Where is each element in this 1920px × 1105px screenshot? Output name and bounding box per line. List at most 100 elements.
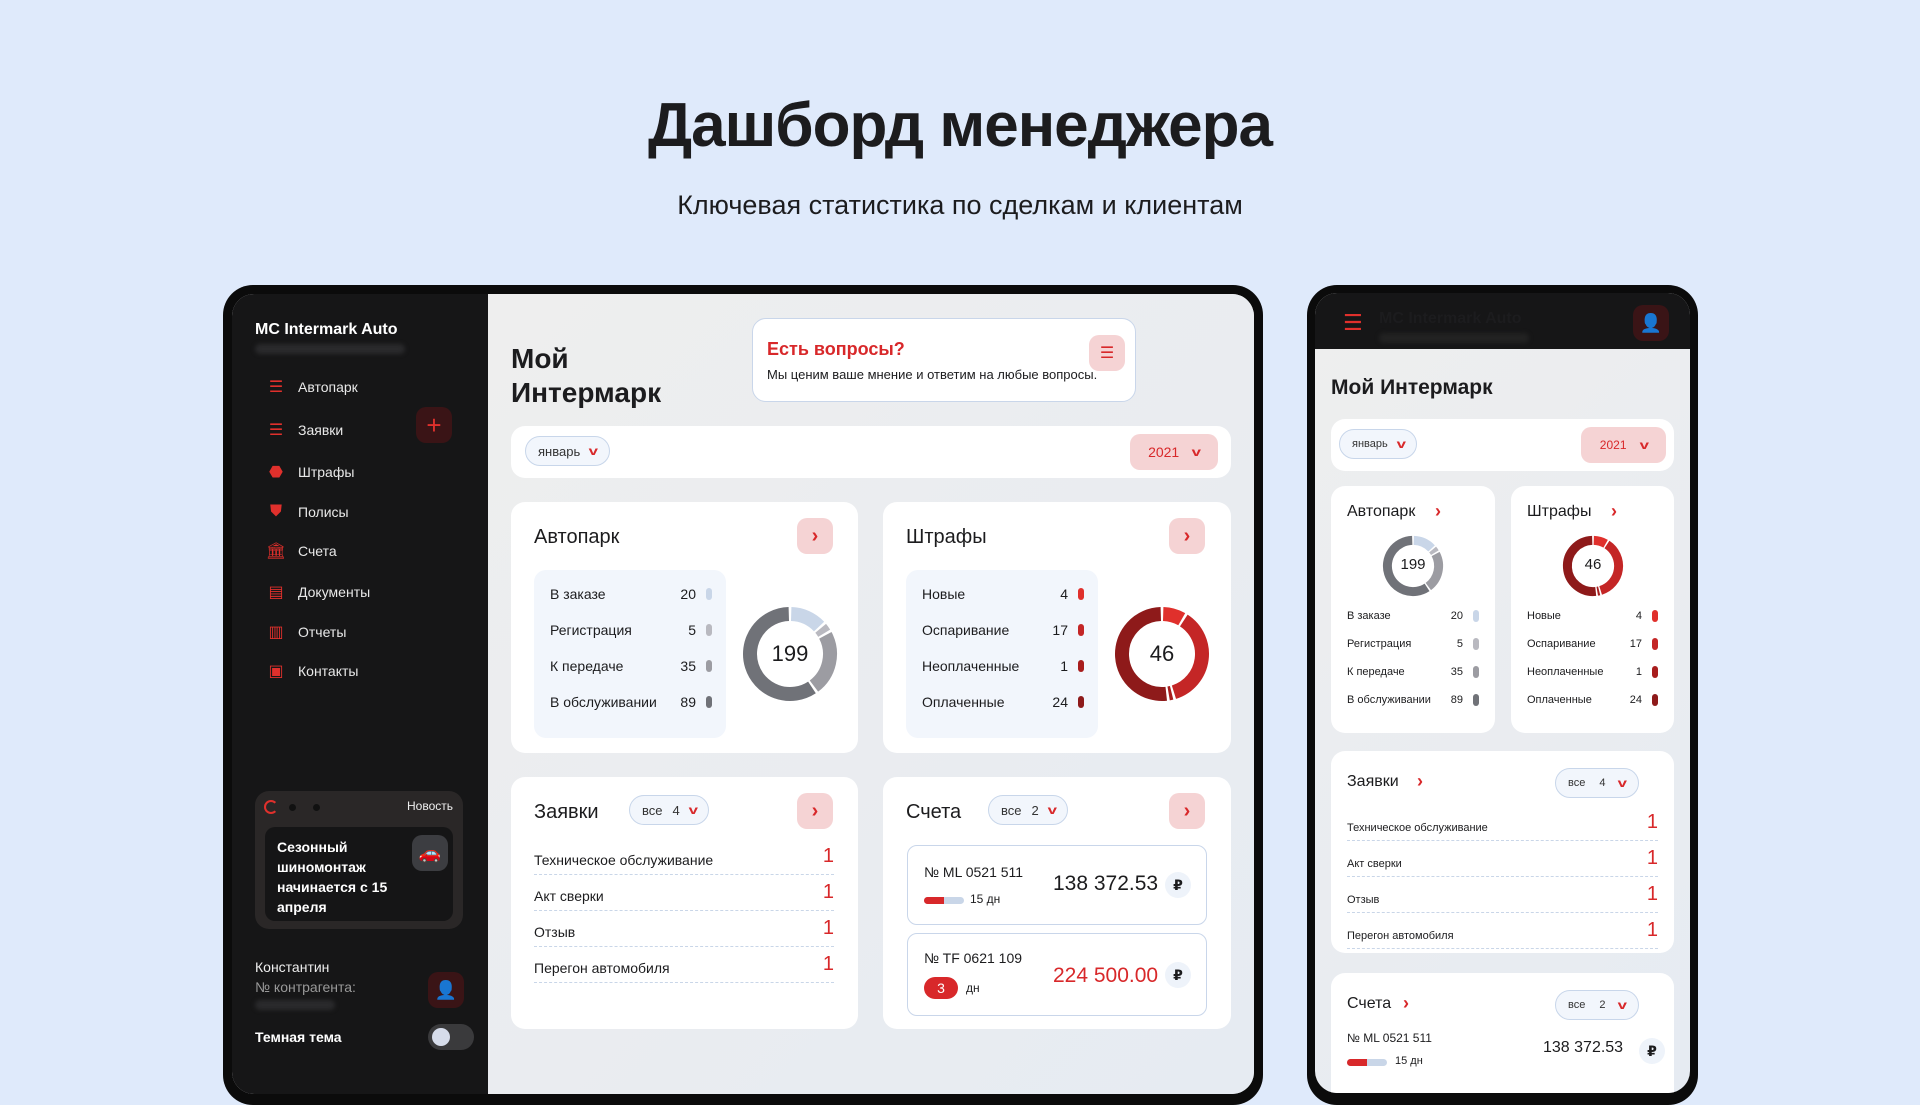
nav-label: Автопарк — [298, 379, 358, 395]
invoice-number: № TF 0621 109 — [924, 950, 1022, 966]
ruble-icon: ₽ — [1165, 872, 1191, 898]
autopark-open-button[interactable]: › — [797, 518, 833, 554]
sidebar-item-autopark[interactable]: ☰ Автопарк — [266, 377, 358, 397]
news-card[interactable]: Новость Сезонный шиномонтаж начинается с… — [255, 791, 463, 929]
request-label: Акт сверки — [1347, 858, 1402, 870]
nav-label: Документы — [298, 584, 370, 600]
request-label: Техническое обслуживание — [1347, 822, 1488, 834]
legend-swatch — [1652, 694, 1658, 706]
invoice-amount: 138 372.53 — [1053, 872, 1158, 896]
legend-label: Неоплаченные — [1527, 666, 1603, 678]
invoice-item[interactable]: № ML 0521 511 15 дн 138 372.53 ₽ — [907, 845, 1207, 925]
page-title: Мой Интермарк — [511, 342, 691, 410]
sidebar-item-documents[interactable]: ▤Документы — [266, 582, 370, 602]
filter-count: 2 — [1032, 803, 1039, 818]
chevron-right-icon[interactable]: › — [1403, 993, 1409, 1014]
chevron-right-icon[interactable]: › — [1417, 771, 1423, 792]
chevron-down-icon: v — [1192, 445, 1201, 459]
list-icon: ☰ — [266, 377, 286, 397]
user-icon: 👤 — [435, 980, 457, 1001]
questions-card[interactable]: Есть вопросы? Мы ценим ваше мнение и отв… — [752, 318, 1136, 402]
brand-name: MC Intermark Auto — [255, 321, 398, 339]
pager-dot[interactable] — [313, 804, 320, 811]
chevron-right-icon[interactable]: › — [1611, 501, 1617, 522]
autopark-segment — [821, 628, 825, 633]
invoice-progress — [924, 897, 964, 904]
blurred-subtitle — [1379, 333, 1529, 343]
sidebar-item-invoices[interactable]: 🏛Счета — [266, 541, 337, 561]
pager-dot[interactable] — [289, 804, 296, 811]
faq-list-icon[interactable]: ☰ — [1089, 335, 1125, 371]
invoice-days-unit: дн — [966, 981, 980, 995]
sidebar-item-reports[interactable]: ▥Отчеты — [266, 622, 346, 642]
legend-swatch — [1652, 666, 1658, 678]
fines-segment — [1169, 693, 1172, 694]
requests-open-button[interactable]: › — [797, 793, 833, 829]
avatar[interactable]: 👤 — [428, 972, 464, 1008]
overdue-days-badge: 3 — [924, 977, 958, 999]
dark-theme-toggle[interactable] — [428, 1024, 474, 1050]
hero-subtitle: Ключевая статистика по сделкам и клиента… — [0, 190, 1920, 221]
requests-title: Заявки — [534, 801, 599, 824]
autopark-title: Автопарк — [1347, 503, 1415, 521]
legend-swatch — [1652, 610, 1658, 622]
invoice-number: № ML 0521 511 — [1347, 1031, 1432, 1045]
legend-swatch — [706, 660, 712, 672]
dark-theme-label: Темная тема — [255, 1029, 342, 1045]
hamburger-menu-icon[interactable]: ☰ — [1343, 310, 1363, 336]
filter-count: 4 — [673, 803, 680, 818]
invoices-open-button[interactable]: › — [1169, 793, 1205, 829]
legend-swatch — [1473, 666, 1479, 678]
legend-label: К передаче — [550, 658, 623, 674]
sidebar-item-policies[interactable]: ⛊Полисы — [266, 502, 349, 522]
alert-icon: ⬣ — [266, 462, 286, 482]
add-request-button[interactable]: + — [416, 407, 452, 443]
sidebar-item-contacts[interactable]: ▣Контакты — [266, 661, 358, 681]
chevron-right-icon[interactable]: › — [1435, 501, 1441, 522]
year-select[interactable]: 2021 v — [1130, 434, 1218, 470]
legend-value: 1 — [1636, 666, 1642, 678]
user-icon: 👤 — [1640, 313, 1662, 334]
year-value: 2021 — [1148, 444, 1179, 460]
autopark-total: 199 — [1381, 556, 1445, 573]
invoice-amount: 138 372.53 — [1543, 1039, 1623, 1057]
avatar[interactable]: 👤 — [1633, 305, 1669, 341]
fines-title: Штрафы — [906, 526, 987, 549]
month-value: январь — [538, 444, 580, 459]
plus-icon: + — [426, 410, 441, 441]
sidebar-item-fines[interactable]: ⬣Штрафы — [266, 462, 354, 482]
legend-label: Регистрация — [550, 622, 632, 638]
hero-title: Дашборд менеджера — [0, 90, 1920, 161]
fines-open-button[interactable]: › — [1169, 518, 1205, 554]
legend-value: 4 — [1636, 610, 1642, 622]
legend-value: 1 — [1060, 658, 1068, 674]
legend-value: 20 — [680, 586, 696, 602]
invoice-item[interactable]: № TF 0621 109 3 дн 224 500.00 ₽ — [907, 933, 1207, 1016]
